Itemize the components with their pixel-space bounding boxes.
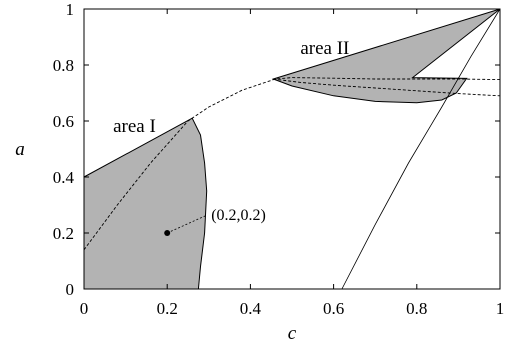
x-tick-label: 0.4	[240, 299, 262, 318]
y-tick-label: 0.8	[53, 56, 74, 75]
x-tick-label: 0	[80, 299, 89, 318]
x-tick-label: 0.6	[323, 299, 344, 318]
shaded-regions	[83, 8, 501, 290]
region-area-1	[83, 117, 208, 290]
y-tick-label: 0.2	[53, 224, 74, 243]
point-leader-line	[167, 214, 208, 234]
y-tick-label: 1	[66, 0, 75, 19]
y-tick-label: 0.6	[53, 112, 74, 131]
y-axis-label: a	[15, 139, 25, 160]
area-2-label: area II	[300, 38, 349, 59]
plot-frame	[83, 8, 501, 290]
marked-point-group: (0.2,0.2)	[164, 207, 266, 236]
x-tick-label: 1	[496, 299, 505, 318]
x-tick-label: 0.8	[406, 299, 427, 318]
axis-ticks: 0 0.2 0.4 0.6 0.8 1 0 0.2 0.4 0.6 0.8 1	[53, 0, 505, 318]
y-tick-label: 0	[66, 280, 75, 299]
curve-3	[341, 8, 501, 290]
curve-2	[273, 78, 501, 97]
area-1-label: area I	[113, 116, 156, 137]
point-label: (0.2,0.2)	[211, 207, 266, 224]
x-tick-label: 0.2	[157, 299, 178, 318]
y-tick-label: 0.4	[53, 168, 75, 187]
annotations: area I area II	[113, 38, 349, 137]
x-axis-label: c	[288, 323, 297, 344]
marked-point	[164, 230, 171, 236]
curves	[83, 8, 501, 290]
